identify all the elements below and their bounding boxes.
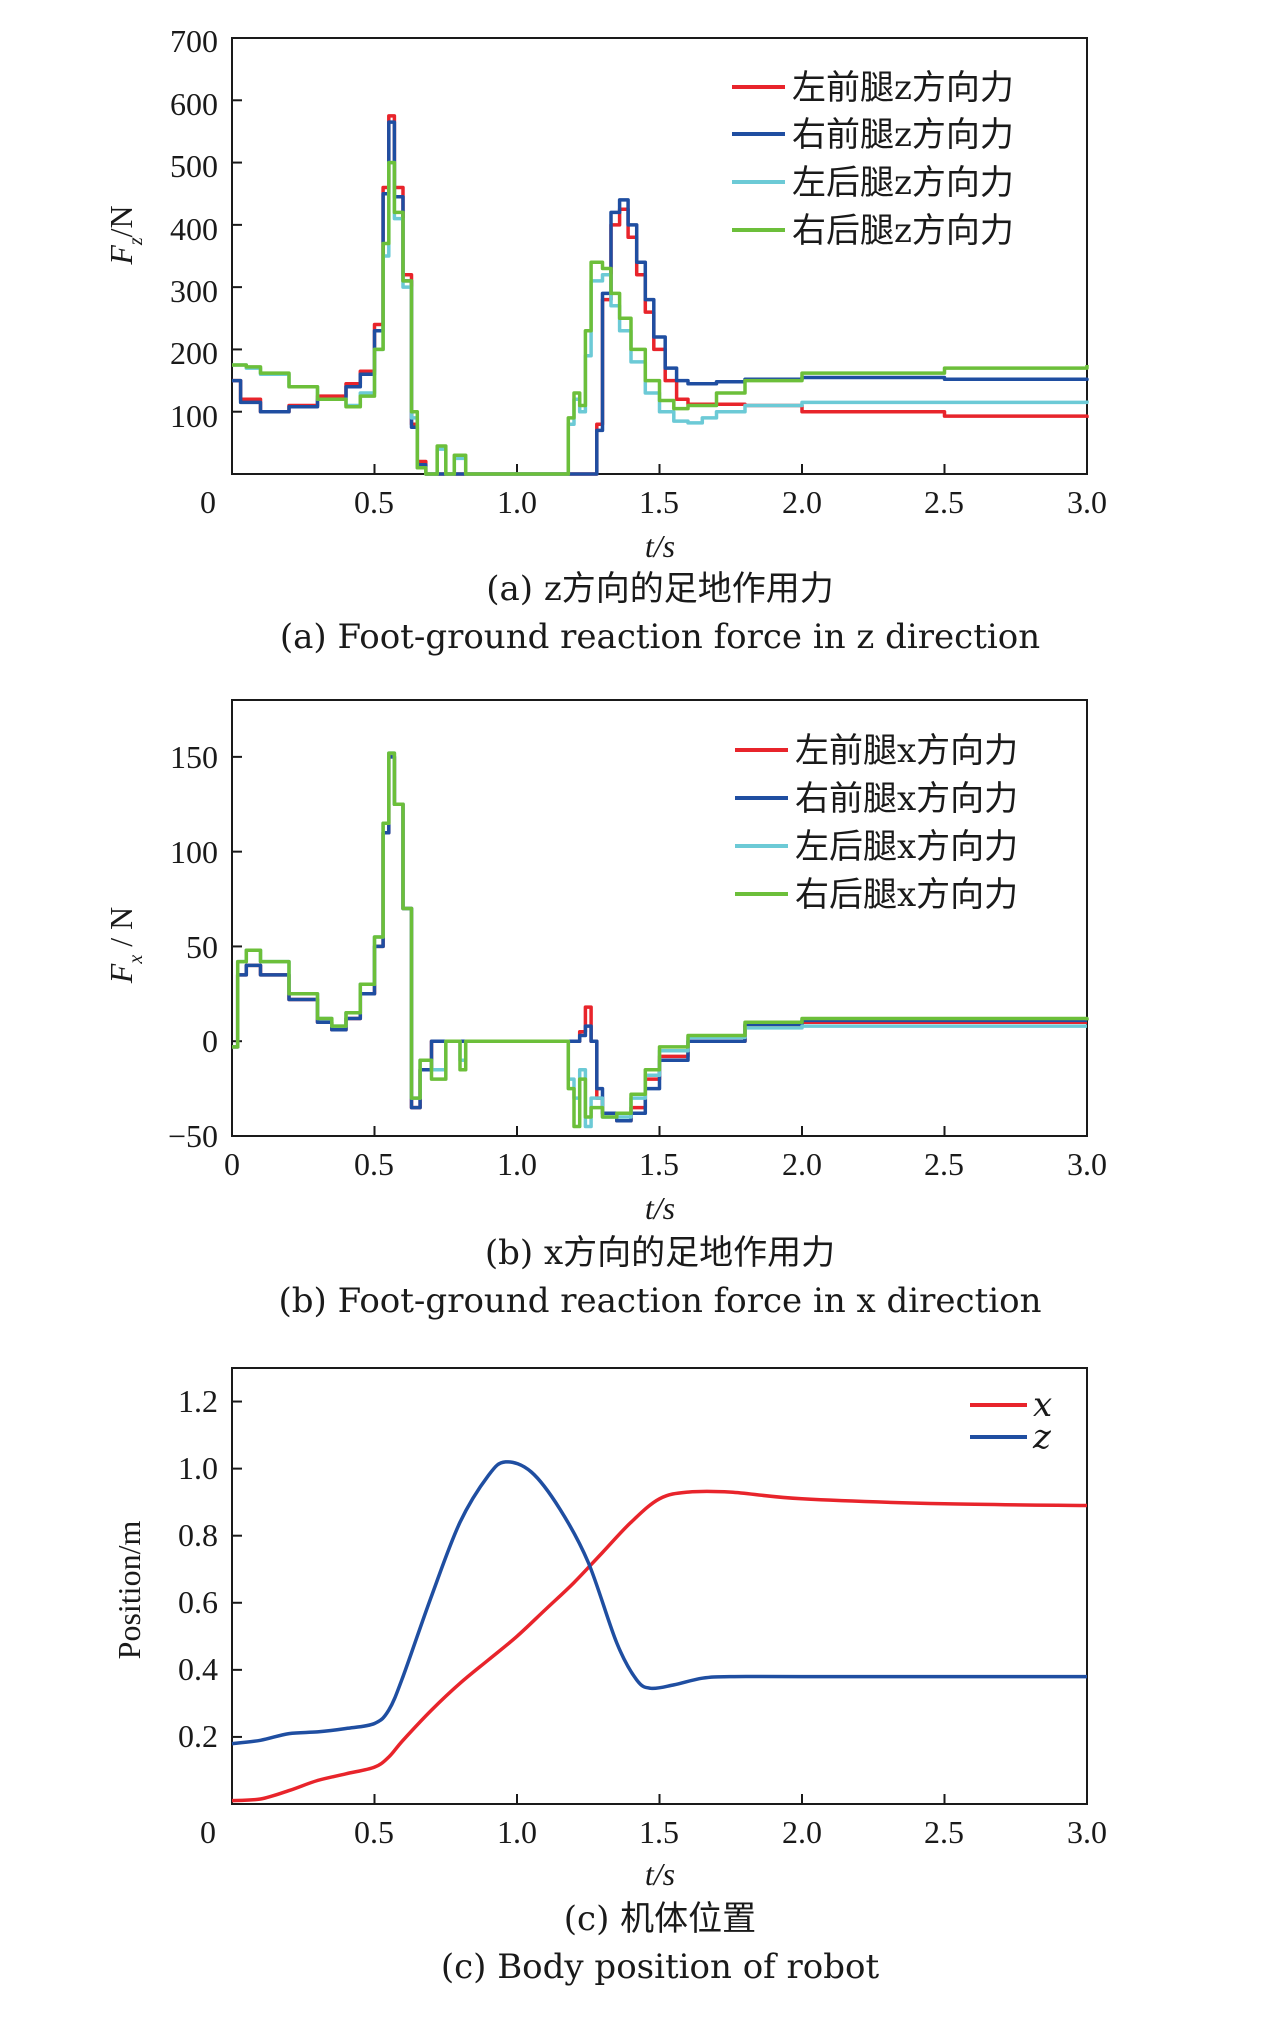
y-tick-label: 200 [170, 335, 218, 371]
x-tick-label: 2.0 [782, 484, 822, 520]
y-tick-label: 600 [170, 86, 218, 122]
x-tick-label: 2.5 [924, 1814, 964, 1850]
x-tick-label: 3.0 [1067, 484, 1107, 520]
caption-en: (b) Foot-ground reaction force in x dire… [279, 1281, 1042, 1321]
legend-label: 右前腿z方向力 [792, 115, 1014, 155]
y-tick-label: 300 [170, 273, 218, 309]
series-line-blue [232, 120, 1089, 476]
x-tick-label: 1.0 [497, 484, 537, 520]
panel-c-body-position: 0.2 0.4 0.6 0.8 1.0 1.2 0 0.5 1.0 1.5 2.… [111, 1367, 1107, 1987]
legend-label: 右后腿x方向力 [795, 875, 1018, 915]
x-tick-label: 1.0 [497, 1814, 537, 1850]
legend: 左前腿z方向力 右前腿z方向力 左后腿z方向力 右后腿z方向力 [732, 68, 1014, 251]
series-line-red [231, 1489, 1088, 1803]
legend-label: 左后腿x方向力 [795, 827, 1018, 867]
x-tick-label: 2.5 [924, 1146, 964, 1182]
y-label-unit: / N [103, 907, 139, 955]
x-tick-label: 0.5 [354, 484, 394, 520]
x-tick-label: 1.0 [497, 1146, 537, 1182]
y-label-subscript: z [125, 237, 147, 246]
series-group [232, 751, 1089, 1129]
y-tick-label: 0.6 [178, 1584, 218, 1620]
legend-label: 左前腿z方向力 [792, 68, 1014, 108]
axis-ticks [231, 755, 1088, 1137]
panel-b-x-force: −50 0 50 100 150 0 0.5 1.0 1.5 2.0 2.5 3… [103, 699, 1107, 1321]
caption-cn: (b) x方向的足地作用力 [485, 1233, 835, 1273]
x-tick-label: 1.5 [639, 1814, 679, 1850]
x-tick-label: 0.5 [354, 1146, 394, 1182]
x-tick-label: 2.0 [782, 1814, 822, 1850]
legend-label: z [1032, 1417, 1052, 1457]
svg-text:Fz/N: Fz/N [103, 205, 147, 265]
caption-en: (c) Body position of robot [441, 1947, 880, 1987]
legend-label: 左后腿z方向力 [792, 163, 1014, 203]
x-tick-label: 0.5 [354, 1814, 394, 1850]
x-tick-label: 0 [200, 1814, 216, 1850]
x-axis-label: t/s [645, 528, 675, 564]
caption-en: (a) Foot-ground reaction force in z dire… [280, 617, 1040, 657]
series-group [231, 1460, 1088, 1803]
y-axis-label: Fx / N [103, 907, 147, 984]
caption-cn: (a) z方向的足地作用力 [486, 569, 834, 609]
series-line-blue [231, 1460, 1087, 1746]
series-line-green [232, 160, 1089, 476]
y-tick-label: 1.0 [178, 1450, 218, 1486]
y-label-unit: /N [103, 205, 139, 237]
panel-a-z-force: 100 200 300 400 500 600 700 0 0.5 1.0 1.… [103, 23, 1107, 657]
series-group [232, 114, 1089, 476]
y-label-subscript: x [125, 955, 147, 965]
series-line-green [232, 751, 1089, 1129]
y-tick-label: 0.2 [178, 1718, 218, 1754]
y-tick-label: 100 [170, 834, 218, 870]
y-tick-label: 1.2 [178, 1383, 218, 1419]
x-axis-label: t/s [645, 1190, 675, 1226]
axis-ticks [231, 37, 1088, 474]
plot-frame [231, 1367, 1088, 1805]
y-tick-label: 0.8 [178, 1517, 218, 1553]
x-tick-label: 0 [224, 1146, 240, 1182]
legend-label: 左前腿x方向力 [795, 731, 1018, 771]
legend-label: 右前腿x方向力 [795, 779, 1018, 819]
legend: x z [970, 1385, 1052, 1457]
y-tick-label: −50 [168, 1118, 218, 1154]
y-tick-label: 400 [170, 211, 218, 247]
y-tick-label: 0.4 [178, 1651, 218, 1687]
x-tick-label: 0 [200, 484, 216, 520]
legend: 左前腿x方向力 右前腿x方向力 左后腿x方向力 右后腿x方向力 [735, 731, 1018, 915]
x-tick-label: 2.0 [782, 1146, 822, 1182]
y-tick-label: 100 [170, 398, 218, 434]
x-tick-label: 1.5 [639, 484, 679, 520]
y-tick-label: 150 [170, 739, 218, 775]
x-tick-label: 2.5 [924, 484, 964, 520]
caption-cn: (c) 机体位置 [564, 1899, 756, 1939]
y-axis-label: Position/m [111, 1521, 147, 1660]
axis-ticks [231, 1400, 1088, 1804]
svg-text:Fx / N: Fx / N [103, 907, 147, 984]
y-label-symbol: F [103, 245, 139, 266]
y-label-symbol: F [103, 963, 139, 984]
y-tick-label: 700 [170, 23, 218, 59]
y-tick-label: 0 [202, 1023, 218, 1059]
x-tick-label: 1.5 [639, 1146, 679, 1182]
x-axis-label: t/s [645, 1856, 675, 1892]
legend-label: x [1033, 1385, 1052, 1425]
x-tick-label: 3.0 [1067, 1146, 1107, 1182]
y-axis-label: Fz/N [103, 205, 147, 265]
y-tick-label: 500 [170, 148, 218, 184]
y-tick-label: 50 [186, 929, 218, 965]
x-tick-label: 3.0 [1067, 1814, 1107, 1850]
series-line-cyan [232, 160, 1089, 476]
legend-label: 右后腿z方向力 [792, 211, 1014, 251]
